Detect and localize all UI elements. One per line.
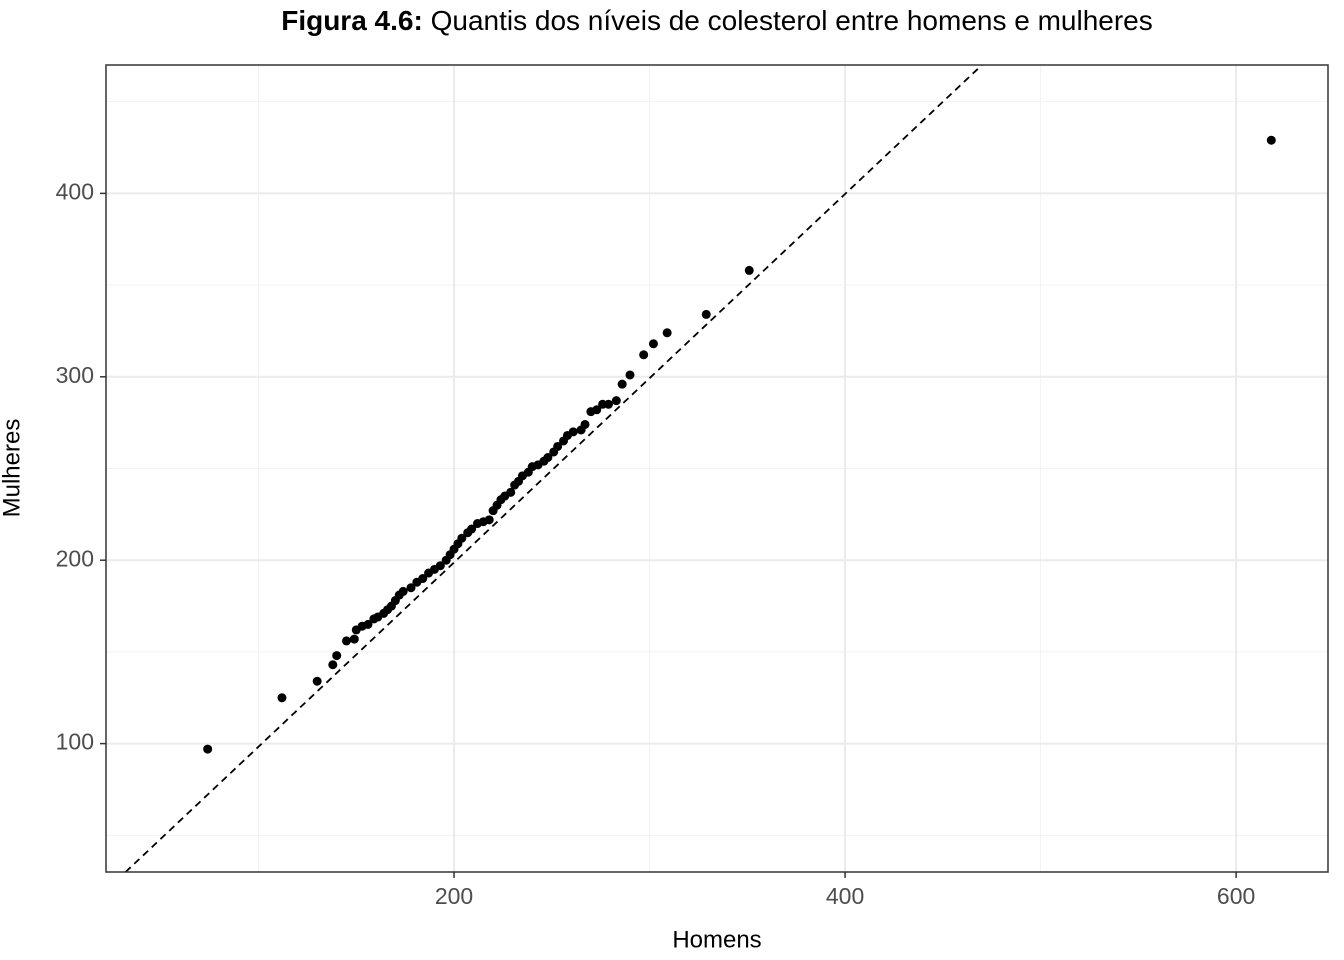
point <box>312 676 322 686</box>
point <box>363 619 373 629</box>
point <box>744 265 754 275</box>
point <box>592 405 602 415</box>
x-tick-label: 600 <box>1217 883 1255 909</box>
x-tick-label: 400 <box>826 883 864 909</box>
point <box>457 533 467 543</box>
point <box>435 561 445 571</box>
title-text: Quantis dos níveis de colesterol entre h… <box>431 5 1153 36</box>
point <box>580 419 590 429</box>
y-tick-label: 200 <box>56 545 94 571</box>
point <box>1266 135 1276 145</box>
reference-line <box>124 64 983 873</box>
point <box>398 586 408 596</box>
point <box>484 515 494 525</box>
point <box>332 651 342 661</box>
point <box>617 379 627 389</box>
point <box>418 574 428 584</box>
panel-border <box>105 64 1329 873</box>
point <box>467 524 477 534</box>
point <box>328 660 338 670</box>
point <box>506 487 516 497</box>
point <box>611 396 621 406</box>
x-axis-title: Homens <box>672 926 761 953</box>
point <box>639 350 649 360</box>
point <box>341 636 351 646</box>
point <box>603 399 613 409</box>
point <box>625 370 635 380</box>
x-tick-label: 200 <box>435 883 473 909</box>
point <box>349 634 359 644</box>
point <box>543 452 553 462</box>
point <box>568 427 578 437</box>
point <box>553 441 563 451</box>
point <box>406 583 416 593</box>
point <box>277 693 287 703</box>
y-tick-label: 300 <box>56 362 94 388</box>
point <box>648 339 658 349</box>
y-tick-label: 400 <box>56 178 94 204</box>
title-label: Figura 4.6: <box>281 5 423 36</box>
chart-title: Figura 4.6: Quantis dos níveis de colest… <box>281 5 1153 36</box>
point <box>662 328 672 338</box>
point <box>701 309 711 319</box>
y-tick-label: 100 <box>56 729 94 755</box>
point <box>203 744 213 754</box>
y-axis-title: Mulheres <box>0 419 25 518</box>
